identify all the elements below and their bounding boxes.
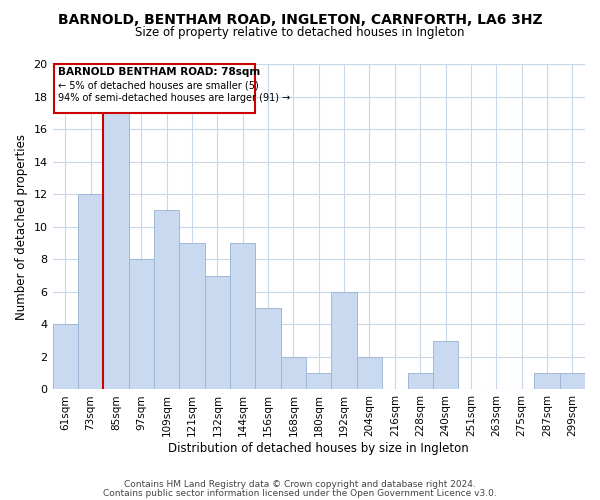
Bar (534, 373, 560, 390)
Bar (205, 276, 230, 390)
Bar (256, 308, 281, 390)
Bar (103, 113, 128, 390)
Bar (154, 210, 179, 390)
Bar (128, 260, 154, 390)
Bar (54, 64, 256, 113)
Text: ← 5% of detached houses are smaller (5): ← 5% of detached houses are smaller (5) (58, 80, 259, 90)
Bar (281, 357, 306, 390)
Text: BARNOLD BENTHAM ROAD: 78sqm: BARNOLD BENTHAM ROAD: 78sqm (58, 67, 260, 77)
Bar (306, 373, 331, 390)
Text: Size of property relative to detached houses in Ingleton: Size of property relative to detached ho… (135, 26, 465, 39)
Bar (179, 243, 205, 390)
Text: Contains HM Land Registry data © Crown copyright and database right 2024.: Contains HM Land Registry data © Crown c… (124, 480, 476, 489)
Bar (331, 292, 357, 390)
Bar (78, 194, 103, 390)
Text: Contains public sector information licensed under the Open Government Licence v3: Contains public sector information licen… (103, 489, 497, 498)
Bar (407, 373, 433, 390)
Bar (53, 324, 78, 390)
Bar (560, 373, 585, 390)
Text: BARNOLD, BENTHAM ROAD, INGLETON, CARNFORTH, LA6 3HZ: BARNOLD, BENTHAM ROAD, INGLETON, CARNFOR… (58, 12, 542, 26)
Bar (357, 357, 382, 390)
X-axis label: Distribution of detached houses by size in Ingleton: Distribution of detached houses by size … (169, 442, 469, 455)
Text: 94% of semi-detached houses are larger (91) →: 94% of semi-detached houses are larger (… (58, 93, 290, 103)
Bar (230, 243, 256, 390)
Bar (433, 340, 458, 390)
Y-axis label: Number of detached properties: Number of detached properties (15, 134, 28, 320)
